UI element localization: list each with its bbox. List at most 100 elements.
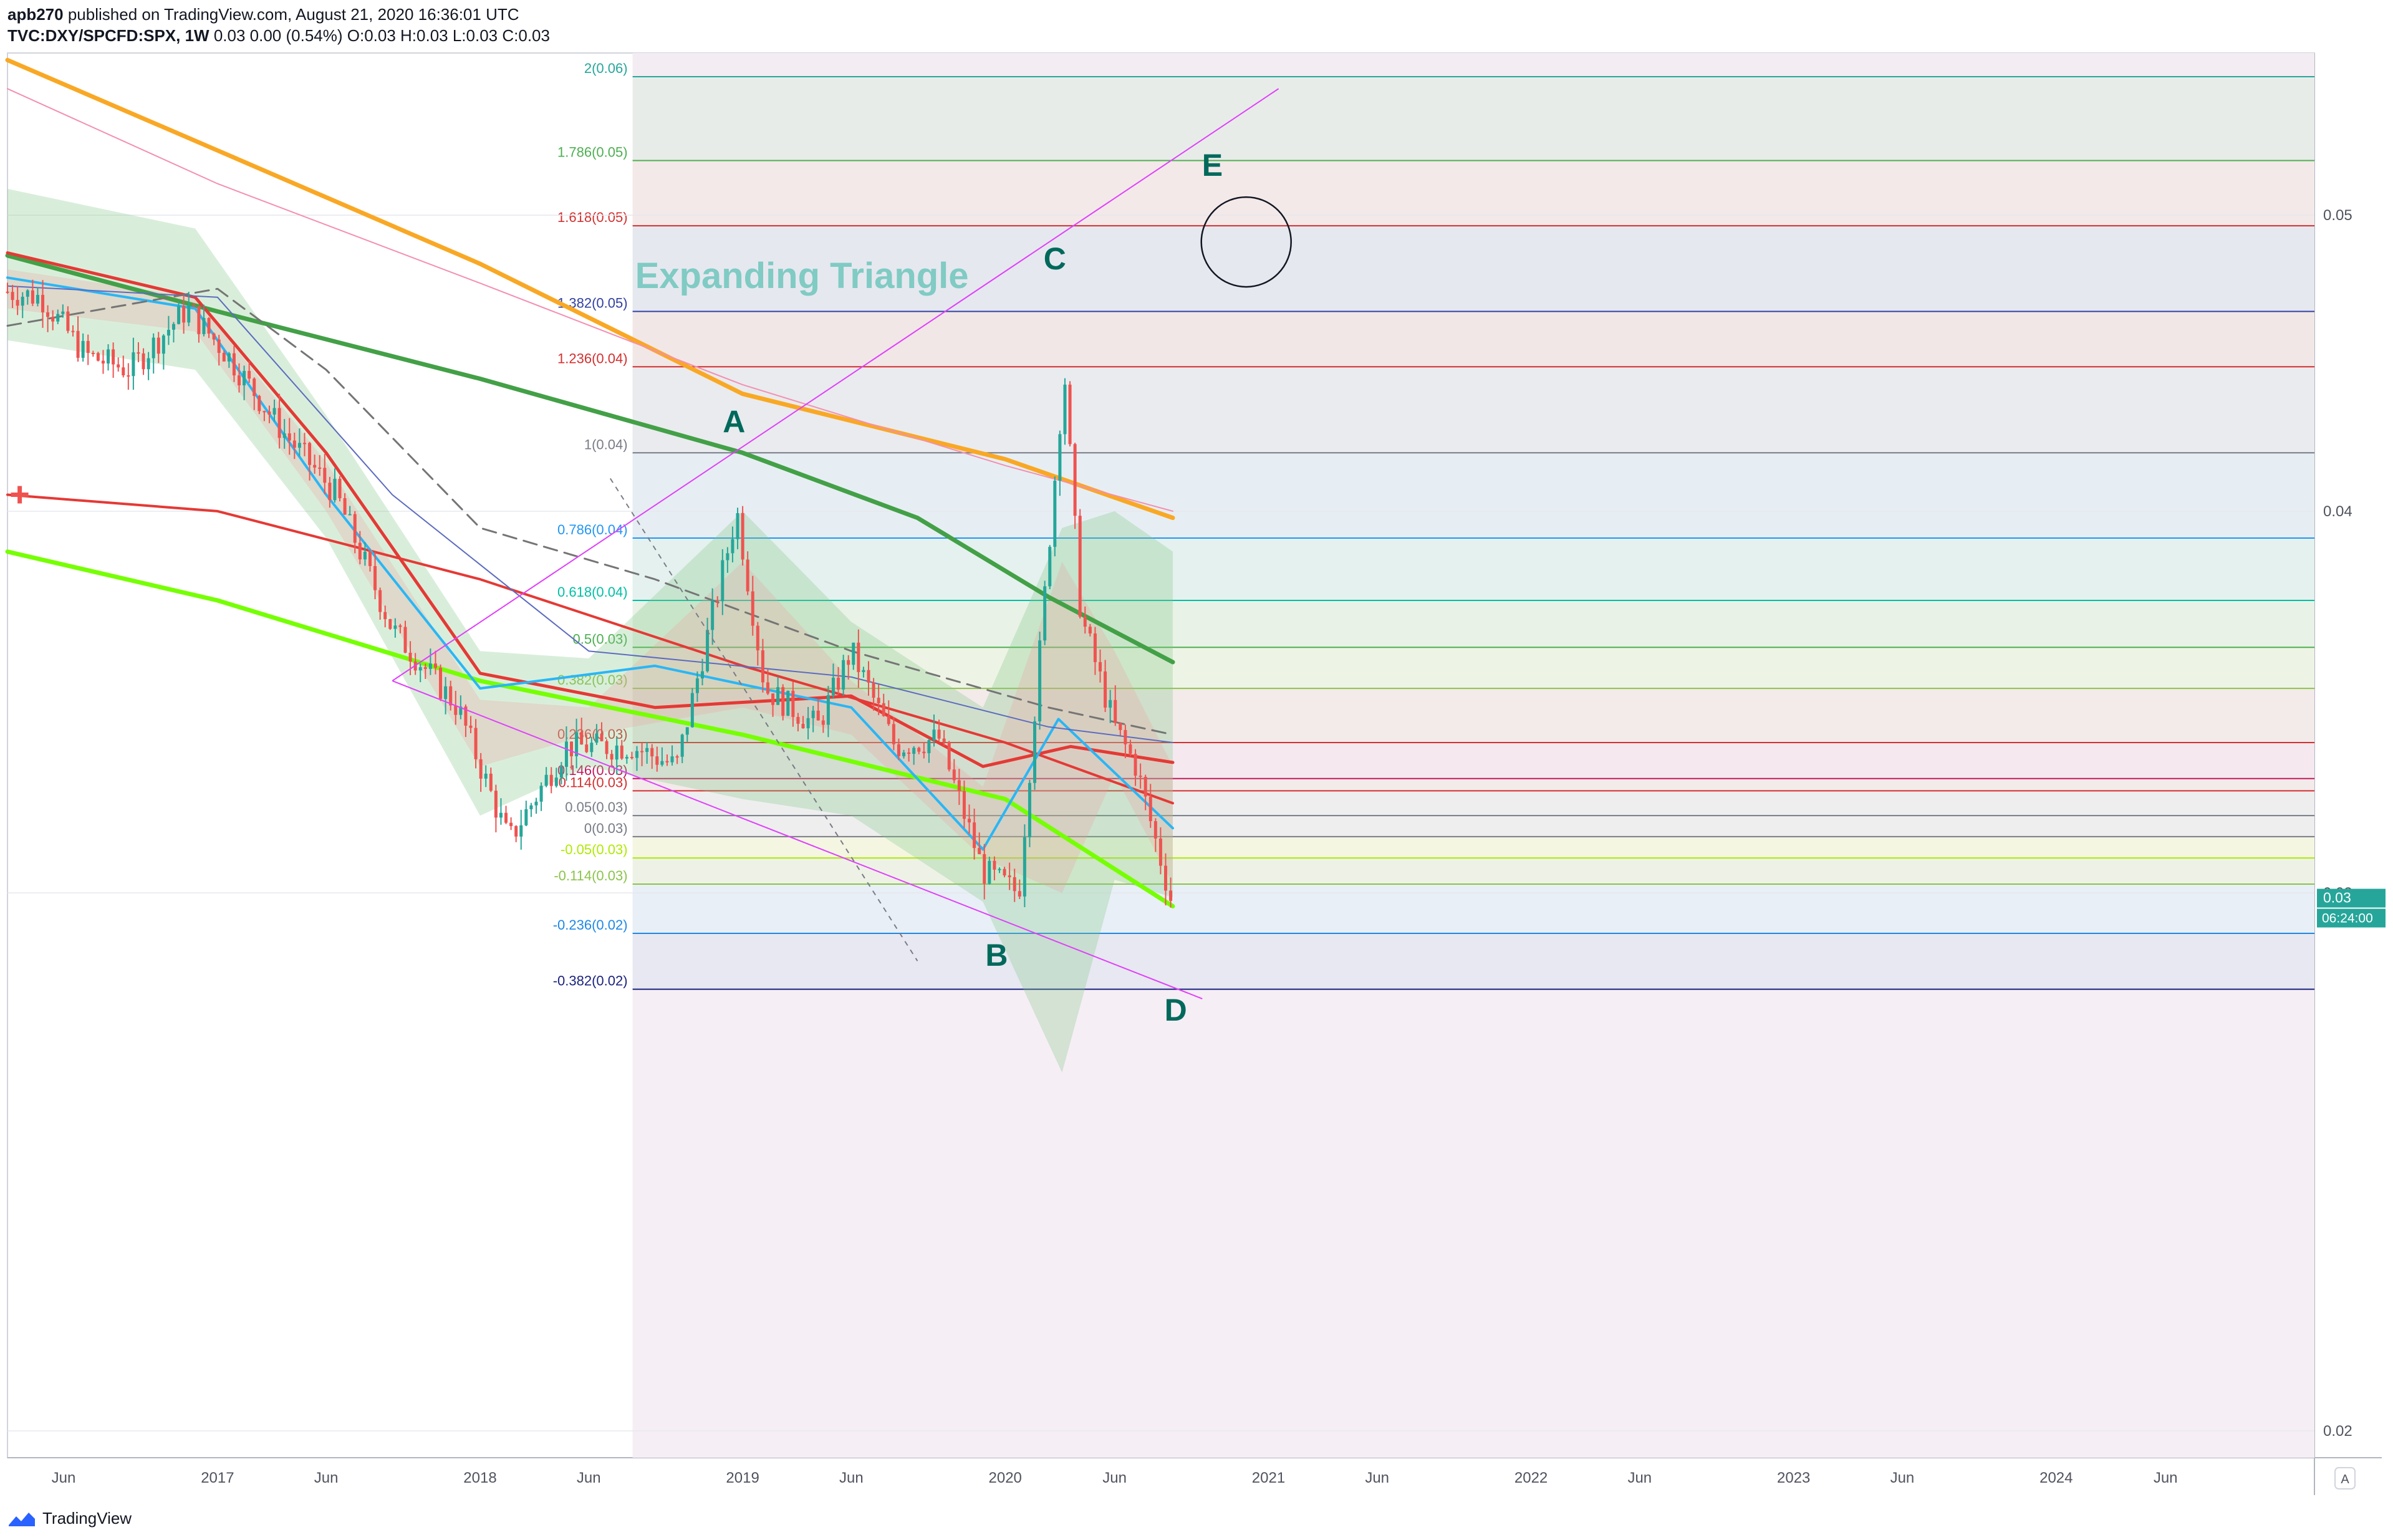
candle-body xyxy=(258,396,261,411)
tradingview-logo-icon[interactable] xyxy=(7,1509,36,1528)
candle-body xyxy=(363,552,367,560)
candle-body xyxy=(71,330,75,332)
candle-body xyxy=(801,723,805,729)
candle-body xyxy=(529,805,533,809)
candle-body xyxy=(973,822,976,849)
candle-body xyxy=(81,340,85,358)
candle-body xyxy=(746,559,749,592)
x-tick-label: 2022 xyxy=(1514,1470,1548,1486)
candle-body xyxy=(308,443,312,465)
candle-body xyxy=(373,565,377,590)
tradingview-brand[interactable]: TradingView xyxy=(42,1508,132,1528)
candle-body xyxy=(862,670,865,672)
y-tick-label: 0.05 xyxy=(2323,207,2352,224)
candle-body xyxy=(776,687,780,705)
x-tick-label: Jun xyxy=(314,1470,339,1486)
candle-body xyxy=(282,433,286,438)
candle-body xyxy=(509,822,513,826)
fib-level-label: 2(0.06) xyxy=(584,60,628,76)
candle-body xyxy=(721,560,725,602)
candle-body xyxy=(56,314,60,322)
fib-zone xyxy=(632,537,2314,600)
candle-body xyxy=(26,290,29,297)
candle-body xyxy=(630,757,633,759)
candle-body xyxy=(177,306,181,324)
candle-body xyxy=(1104,671,1107,708)
candle-body xyxy=(418,667,422,671)
wave-label: E xyxy=(1202,148,1223,183)
candle-body xyxy=(368,552,372,566)
candle-body xyxy=(680,734,684,757)
candle-body xyxy=(101,360,105,363)
author-name[interactable]: apb270 xyxy=(7,5,64,24)
candle-body xyxy=(514,825,518,837)
candle-body xyxy=(947,741,951,770)
candle-body xyxy=(937,729,941,739)
candle-body xyxy=(534,801,538,806)
candle-body xyxy=(670,756,674,763)
candle-body xyxy=(96,353,100,361)
candle-body xyxy=(192,306,196,307)
fib-zone xyxy=(632,367,2314,453)
candle-body xyxy=(91,353,95,355)
candle-body xyxy=(570,741,574,756)
candle-body xyxy=(726,553,729,561)
x-tick-label: 2017 xyxy=(201,1470,234,1486)
candle-body xyxy=(1003,869,1006,876)
candle-body xyxy=(741,513,744,560)
candle-body xyxy=(494,791,498,818)
fib-zone xyxy=(632,816,2314,837)
candle-body xyxy=(6,291,9,293)
candle-body xyxy=(21,296,24,306)
candle-body xyxy=(469,725,473,728)
candle-body xyxy=(932,729,936,741)
candle-body xyxy=(1093,633,1097,662)
candle-body xyxy=(842,660,845,690)
fib-zone xyxy=(632,160,2314,226)
candle-body xyxy=(1129,744,1132,754)
fib-level-label: 0.5(0.03) xyxy=(573,631,628,647)
fib-level-label: 0.236(0.03) xyxy=(557,726,628,742)
x-tick-label: 2018 xyxy=(463,1470,496,1486)
candle-body xyxy=(1053,480,1057,547)
x-tick-label: 2020 xyxy=(989,1470,1022,1486)
candle-body xyxy=(1013,877,1016,892)
fib-level-label: 0.146(0.03) xyxy=(557,763,628,778)
chart-header: apb270 published on TradingView.com, Aug… xyxy=(7,4,550,46)
candle-body xyxy=(398,625,402,627)
candle-body xyxy=(912,748,916,754)
candle-body xyxy=(524,809,528,825)
publish-info: published on TradingView.com, August 21,… xyxy=(67,5,519,24)
fib-zone xyxy=(632,53,2314,77)
moving-average-line xyxy=(5,57,1175,521)
candle-body xyxy=(253,378,256,397)
candle-body xyxy=(1109,700,1112,708)
candle-body xyxy=(660,761,664,765)
moving-average-line xyxy=(7,285,1173,743)
symbol-label[interactable]: TVC:DXY/SPCFD:SPX, 1W xyxy=(7,26,209,45)
candle-body xyxy=(922,751,926,754)
candle-body xyxy=(318,467,322,469)
fib-level-label: 0.114(0.03) xyxy=(559,774,628,790)
candle-body xyxy=(892,724,895,744)
candle-body xyxy=(675,756,679,758)
candle-body xyxy=(968,819,971,823)
candle-body xyxy=(489,773,493,791)
candle-body xyxy=(615,745,619,760)
candle-body xyxy=(700,671,705,679)
fib-level-label: -0.236(0.02) xyxy=(553,917,628,933)
y-tick-label: 0.04 xyxy=(2323,503,2352,520)
candle-body xyxy=(1028,782,1031,837)
candle-body xyxy=(1043,586,1047,641)
candle-body xyxy=(907,752,911,754)
candle-body xyxy=(46,312,50,317)
candle-body xyxy=(1124,729,1127,744)
candle-body xyxy=(338,478,342,499)
candle-body xyxy=(983,854,986,884)
fib-level-label: -0.382(0.02) xyxy=(553,973,628,989)
fib-zone xyxy=(632,311,2314,367)
candle-body xyxy=(31,290,34,304)
candle-body xyxy=(182,306,186,323)
candle-body xyxy=(942,738,946,742)
